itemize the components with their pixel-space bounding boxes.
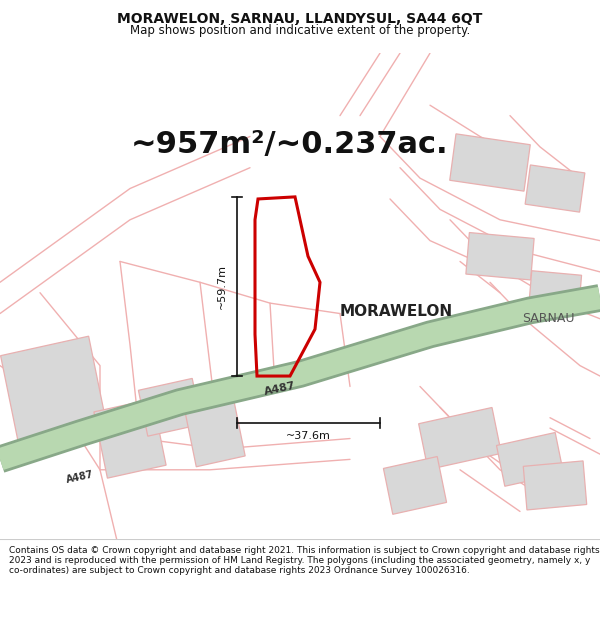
Polygon shape xyxy=(419,408,502,469)
Polygon shape xyxy=(139,378,202,436)
Text: MORAWELON, SARNAU, LLANDYSUL, SA44 6QT: MORAWELON, SARNAU, LLANDYSUL, SA44 6QT xyxy=(118,12,482,26)
Polygon shape xyxy=(1,336,109,458)
Polygon shape xyxy=(523,461,587,510)
Polygon shape xyxy=(383,456,446,514)
Polygon shape xyxy=(466,232,534,280)
Polygon shape xyxy=(529,271,581,315)
Text: Contains OS data © Crown copyright and database right 2021. This information is : Contains OS data © Crown copyright and d… xyxy=(9,546,599,576)
Polygon shape xyxy=(525,165,585,212)
Text: A487: A487 xyxy=(263,381,296,397)
Text: ~37.6m: ~37.6m xyxy=(286,431,331,441)
Polygon shape xyxy=(94,399,166,478)
Polygon shape xyxy=(185,400,245,467)
Polygon shape xyxy=(450,134,530,191)
Text: MORAWELON: MORAWELON xyxy=(340,304,453,319)
Polygon shape xyxy=(496,432,563,486)
Text: ~59.7m: ~59.7m xyxy=(217,264,227,309)
Text: Map shows position and indicative extent of the property.: Map shows position and indicative extent… xyxy=(130,24,470,38)
Text: ~957m²/~0.237ac.: ~957m²/~0.237ac. xyxy=(131,130,449,159)
Text: A487: A487 xyxy=(65,469,95,485)
Text: SARNAU: SARNAU xyxy=(522,312,574,325)
